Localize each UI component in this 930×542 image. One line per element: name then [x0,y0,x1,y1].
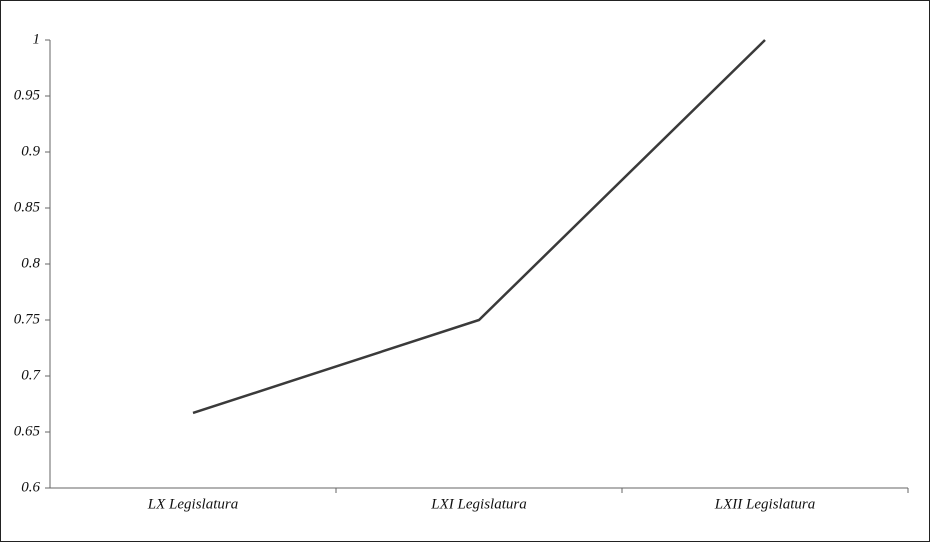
y-tick-label: 1 [33,31,41,47]
y-tick-label: 0.7 [21,367,41,383]
y-tick-label: 0.6 [21,479,40,495]
y-tick-label: 0.75 [14,311,41,327]
y-tick-label: 0.9 [21,143,40,159]
x-tick-label: LXII Legislatura [714,496,815,512]
y-tick-label: 0.85 [14,199,41,215]
x-tick-label: LXI Legislatura [430,496,526,512]
y-tick-label: 0.65 [14,423,41,439]
y-tick-label: 0.95 [14,87,41,103]
y-tick-label: 0.8 [21,255,40,271]
line [192,39,766,415]
x-tick-label: LX Legislatura [147,496,238,512]
